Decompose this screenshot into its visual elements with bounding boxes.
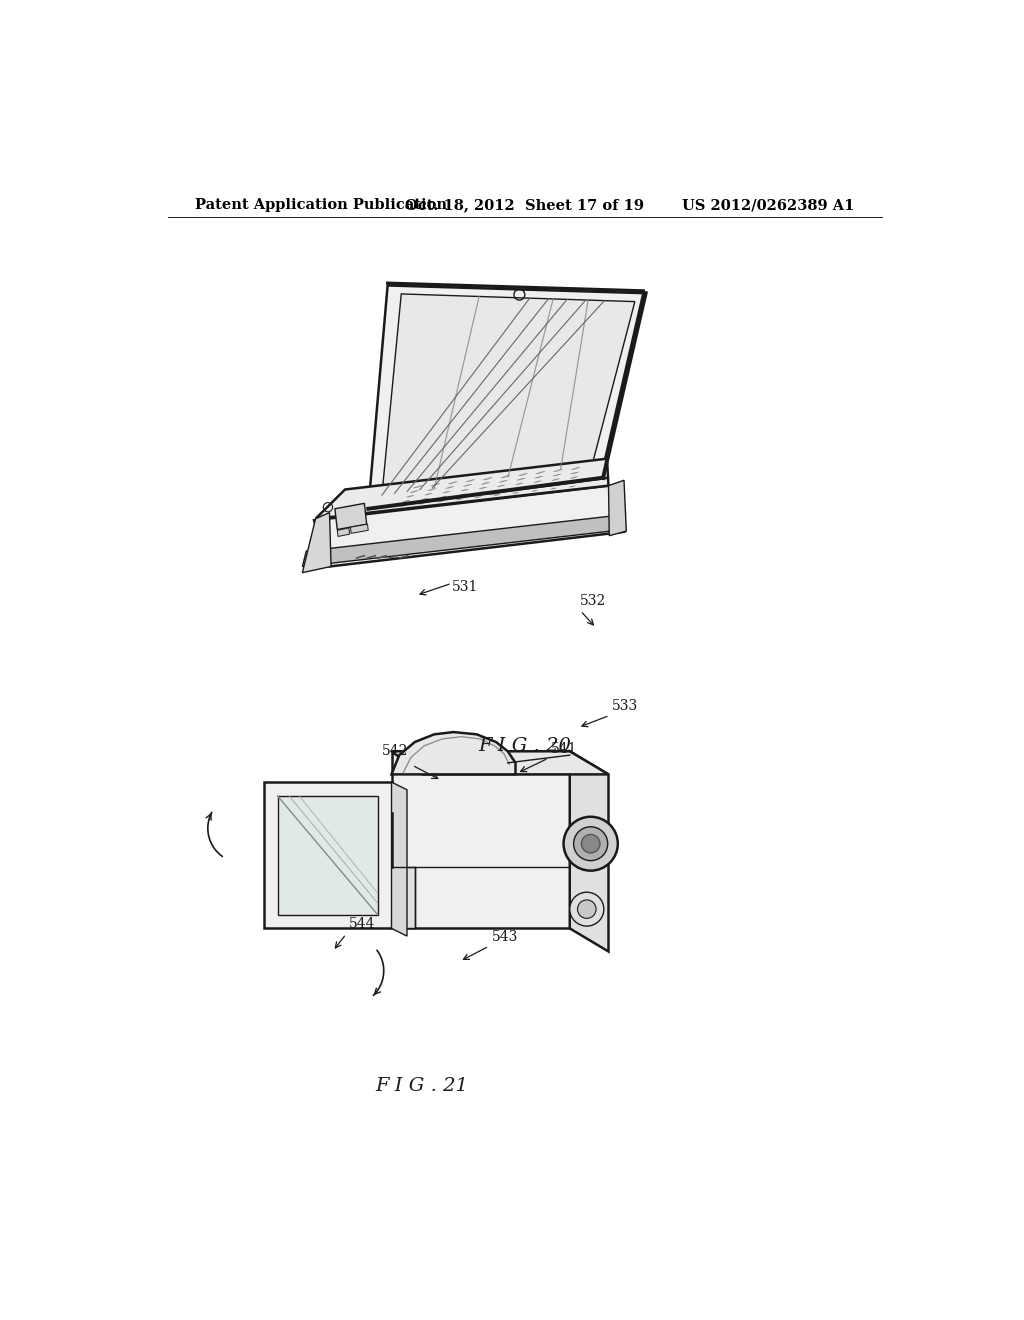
- Text: US 2012/0262389 A1: US 2012/0262389 A1: [682, 198, 854, 213]
- Polygon shape: [440, 496, 446, 498]
- Polygon shape: [534, 480, 542, 483]
- Polygon shape: [551, 483, 558, 484]
- Polygon shape: [461, 490, 469, 491]
- Text: Patent Application Publication: Patent Application Publication: [196, 198, 447, 213]
- Polygon shape: [278, 796, 378, 915]
- Polygon shape: [536, 471, 545, 474]
- Polygon shape: [479, 487, 486, 488]
- Text: F I G . 20: F I G . 20: [478, 737, 571, 755]
- Text: 542: 542: [382, 744, 409, 758]
- Polygon shape: [514, 487, 521, 490]
- Polygon shape: [490, 492, 502, 495]
- Polygon shape: [391, 751, 569, 928]
- Polygon shape: [532, 486, 540, 487]
- Polygon shape: [571, 467, 581, 470]
- Polygon shape: [553, 470, 562, 471]
- Polygon shape: [570, 477, 578, 478]
- Circle shape: [569, 892, 604, 927]
- Polygon shape: [501, 475, 510, 478]
- Polygon shape: [553, 474, 561, 477]
- Polygon shape: [407, 495, 414, 498]
- Text: 541: 541: [551, 742, 578, 756]
- Polygon shape: [608, 480, 627, 536]
- Polygon shape: [570, 473, 579, 474]
- Polygon shape: [483, 478, 493, 480]
- Text: 543: 543: [492, 931, 518, 944]
- Text: 533: 533: [612, 700, 638, 713]
- Polygon shape: [350, 524, 369, 533]
- Polygon shape: [391, 751, 608, 775]
- Polygon shape: [518, 474, 527, 475]
- Polygon shape: [302, 516, 614, 566]
- Polygon shape: [425, 494, 432, 495]
- Polygon shape: [391, 733, 515, 775]
- Polygon shape: [413, 486, 422, 488]
- Polygon shape: [466, 479, 475, 482]
- Polygon shape: [456, 496, 468, 499]
- Polygon shape: [477, 492, 484, 494]
- Circle shape: [582, 834, 600, 853]
- Polygon shape: [498, 484, 505, 487]
- Polygon shape: [445, 487, 454, 488]
- Polygon shape: [391, 781, 407, 936]
- Polygon shape: [421, 500, 433, 503]
- Polygon shape: [314, 486, 624, 566]
- Text: F I G . 21: F I G . 21: [375, 1077, 468, 1096]
- Circle shape: [573, 826, 607, 861]
- Polygon shape: [422, 498, 428, 500]
- Polygon shape: [337, 528, 349, 536]
- Circle shape: [578, 900, 596, 919]
- Polygon shape: [410, 491, 418, 492]
- Polygon shape: [335, 503, 367, 529]
- Polygon shape: [499, 480, 508, 482]
- Polygon shape: [464, 484, 472, 486]
- Polygon shape: [442, 491, 451, 492]
- Polygon shape: [391, 867, 415, 928]
- Text: Oct. 18, 2012  Sheet 17 of 19: Oct. 18, 2012 Sheet 17 of 19: [406, 198, 644, 213]
- Polygon shape: [428, 488, 436, 491]
- Polygon shape: [263, 781, 391, 928]
- Polygon shape: [569, 482, 577, 483]
- Polygon shape: [431, 483, 440, 486]
- Circle shape: [563, 817, 617, 871]
- Text: 544: 544: [348, 917, 375, 931]
- Polygon shape: [449, 482, 458, 484]
- Polygon shape: [382, 294, 635, 495]
- Polygon shape: [481, 482, 489, 484]
- Polygon shape: [517, 478, 525, 480]
- Polygon shape: [403, 500, 410, 502]
- Polygon shape: [535, 477, 543, 478]
- Text: 531: 531: [452, 581, 478, 594]
- Polygon shape: [315, 459, 608, 519]
- Polygon shape: [496, 490, 503, 491]
- Polygon shape: [569, 751, 608, 952]
- Polygon shape: [552, 479, 559, 480]
- Polygon shape: [515, 483, 523, 484]
- Polygon shape: [459, 494, 466, 495]
- Text: 532: 532: [581, 594, 606, 607]
- Polygon shape: [302, 512, 331, 573]
- Polygon shape: [369, 285, 643, 508]
